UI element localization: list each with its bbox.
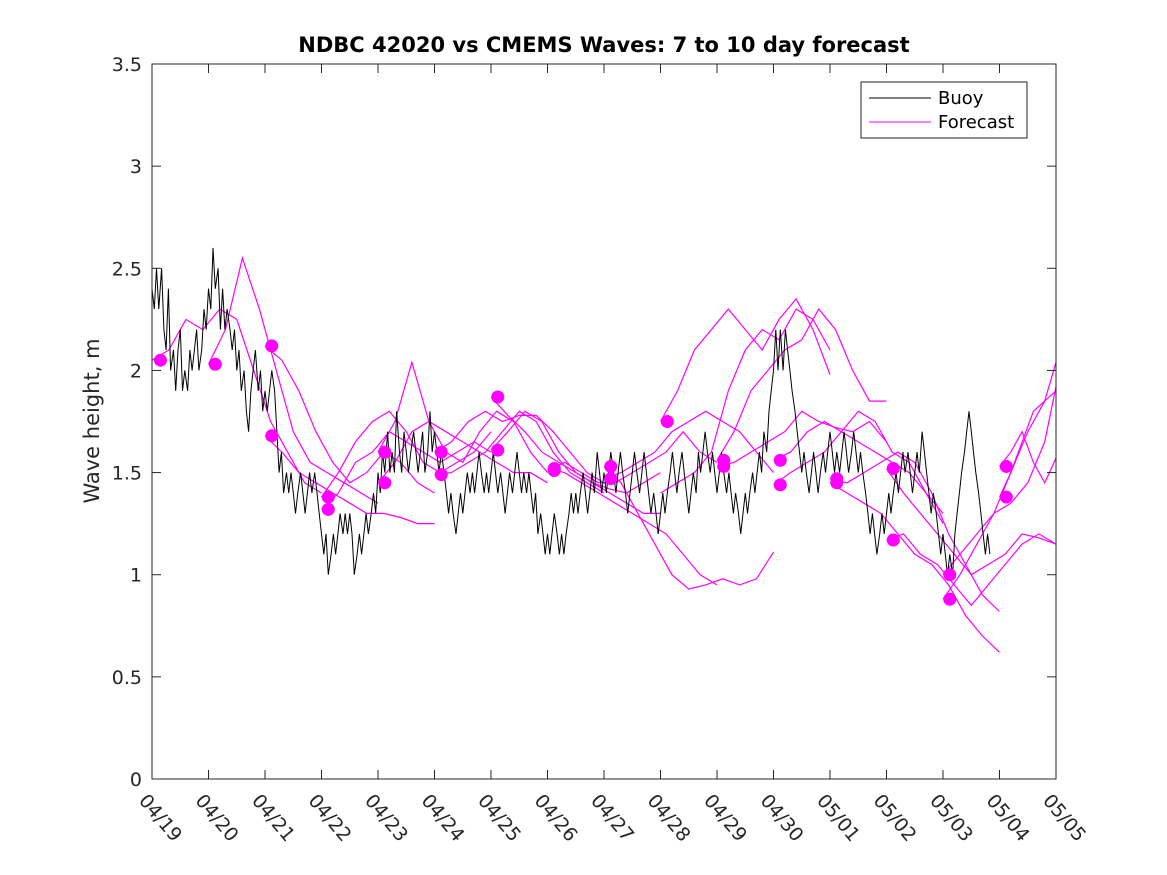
forecast-start-marker <box>434 468 448 482</box>
forecast-line <box>434 410 605 494</box>
y-tick-label: 0 <box>130 769 142 791</box>
forecast-start-marker <box>321 490 335 504</box>
forecast-line <box>603 465 775 590</box>
forecast-start-marker <box>999 459 1013 473</box>
y-tick-label: 0.5 <box>112 667 142 689</box>
forecast-start-marker <box>717 459 731 473</box>
y-tick-label: 3.5 <box>112 54 142 76</box>
forecast-start-marker <box>434 445 448 459</box>
y-axis-label: Wave height, m <box>80 338 104 503</box>
forecast-start-marker <box>886 533 900 547</box>
forecast-start-marker <box>265 429 279 443</box>
forecast-line <box>264 345 435 494</box>
forecast-line <box>603 410 774 480</box>
forecast-line <box>999 430 1057 485</box>
y-tick-label: 3 <box>130 156 142 178</box>
plot-area <box>152 64 1056 779</box>
forecast-start-marker <box>378 445 392 459</box>
buoy-line <box>151 247 991 575</box>
forecast-start-marker <box>491 443 505 457</box>
legend-label-forecast: Forecast <box>938 112 1014 133</box>
forecast-start-marker <box>773 453 787 467</box>
forecast-line <box>773 420 944 514</box>
y-tick-label: 1 <box>130 565 142 587</box>
forecast-start-marker <box>943 592 957 606</box>
forecast-start-marker <box>153 353 167 367</box>
forecast-start-marker <box>660 415 674 428</box>
forecast-line <box>490 410 661 515</box>
forecast-start-marker <box>491 390 505 404</box>
chart-title: NDBC 42020 vs CMEMS Waves: 7 to 10 day f… <box>298 33 909 57</box>
forecast-line <box>660 308 831 494</box>
forecast-line <box>829 482 1000 653</box>
legend: Buoy Forecast <box>860 81 1028 139</box>
forecast-line <box>716 308 887 461</box>
y-tick-label: 1.5 <box>112 463 142 485</box>
forecast-line <box>377 360 548 473</box>
forecast-line <box>207 255 379 504</box>
forecast-start-marker <box>378 476 392 490</box>
forecast-line <box>434 410 605 484</box>
y-tick-label: 2.5 <box>112 258 142 280</box>
legend-box <box>860 81 1028 139</box>
forecast-start-marker <box>604 472 618 486</box>
forecast-start-marker <box>208 357 222 371</box>
forecast-start-marker <box>830 476 844 490</box>
forecast-start-marker <box>547 464 561 478</box>
forecast-line <box>886 533 1057 607</box>
forecast-start-marker <box>999 490 1013 504</box>
forecast-start-marker <box>604 459 618 473</box>
forecast-line <box>716 410 887 467</box>
forecast-start-marker <box>321 502 335 516</box>
forecast-start-marker <box>943 568 957 582</box>
forecast-line <box>547 467 718 586</box>
forecast-line <box>264 435 435 525</box>
forecast-line <box>998 390 1057 498</box>
forecast-start-marker <box>265 339 279 353</box>
y-tick-label: 2 <box>130 360 142 382</box>
forecast-start-marker <box>773 478 787 492</box>
legend-label-buoy: Buoy <box>938 88 984 109</box>
forecast-line <box>942 386 1057 576</box>
forecast-line <box>321 410 492 498</box>
forecast-line <box>659 297 831 422</box>
forecast-start-marker <box>886 461 900 475</box>
forecast-line <box>886 468 1057 576</box>
marker-layer <box>153 339 1013 606</box>
